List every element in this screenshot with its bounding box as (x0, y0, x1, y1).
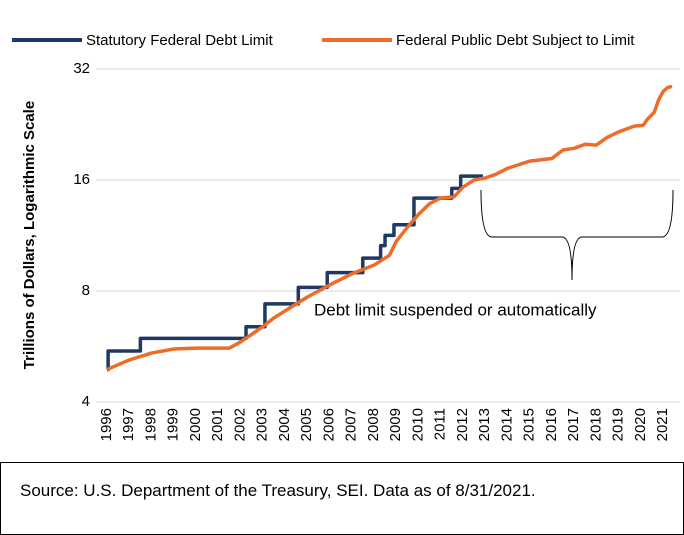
x-tick-label: 2008 (365, 408, 382, 441)
x-tick-label: 2011 (432, 408, 449, 440)
x-tick-label: 2000 (187, 408, 204, 441)
x-tick-label: 2021 (654, 408, 671, 441)
x-tick-label: 2007 (343, 408, 360, 441)
x-tick-label: 2018 (587, 408, 604, 441)
y-axis-label: Trillions of Dollars, Logarithmic Scale (21, 101, 38, 369)
series-line (106, 84, 673, 372)
x-tick-label: 2014 (498, 408, 515, 441)
x-tick-label: 2005 (298, 408, 315, 441)
x-tick-label: 1997 (120, 408, 137, 441)
y-tick-label: 4 (82, 393, 90, 410)
x-tick-label: 2016 (543, 408, 560, 441)
x-tick-label: 2015 (521, 408, 538, 441)
x-tick-label: 1996 (98, 408, 115, 441)
brace (480, 189, 674, 281)
x-tick-label: 2009 (387, 408, 404, 441)
x-tick-label: 2003 (254, 408, 271, 441)
x-tick-label: 2006 (320, 408, 337, 441)
legend-label: Federal Public Debt Subject to Limit (396, 32, 635, 49)
x-tick-label: 2020 (632, 408, 649, 441)
y-tick-label: 16 (73, 171, 90, 188)
y-tick-label: 8 (82, 282, 90, 299)
x-tick-label: 2012 (454, 408, 471, 441)
x-tick-label: 1999 (165, 408, 182, 441)
series-line (106, 174, 483, 372)
annotation: Debt limit suspended or automatically (314, 300, 597, 319)
x-tick-label: 2002 (231, 408, 248, 441)
x-tick-label: 2013 (476, 408, 493, 441)
x-tick-label: 2019 (610, 408, 627, 441)
x-tick-label: 2010 (409, 408, 426, 441)
source-box: Source: U.S. Department of the Treasury,… (0, 462, 684, 535)
x-tick-label: 2004 (276, 408, 293, 441)
x-tick-label: 2017 (565, 408, 582, 441)
legend-label: Statutory Federal Debt Limit (86, 32, 274, 49)
source-text: Source: U.S. Department of the Treasury,… (20, 481, 536, 500)
x-tick-label: 1998 (142, 408, 159, 441)
y-tick-label: 32 (73, 60, 90, 77)
chart: Trillions of Dollars, Logarithmic Scale … (12, 32, 680, 441)
x-tick-label: 2001 (209, 408, 226, 441)
